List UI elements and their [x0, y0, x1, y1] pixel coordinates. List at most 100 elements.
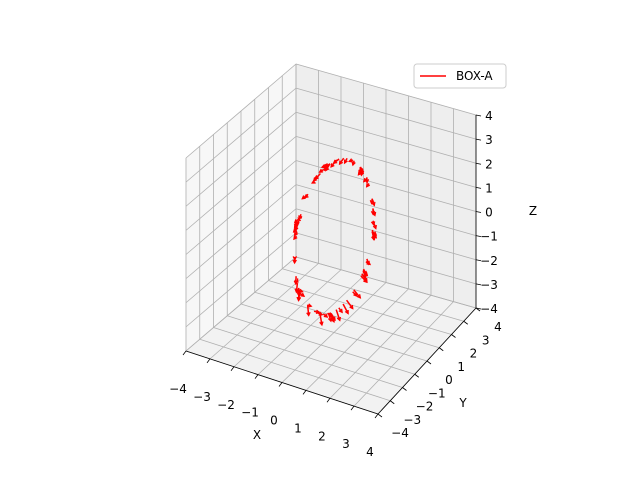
x-tick	[254, 374, 259, 379]
arrow-shaft	[330, 159, 338, 168]
arrow-head	[369, 199, 375, 205]
z-tick-label: −2	[480, 254, 498, 268]
quiver-arrow	[303, 193, 309, 199]
arrow-shaft	[297, 290, 301, 301]
z-tick-label: 2	[485, 157, 493, 171]
z-tick-label: 1	[485, 181, 493, 195]
z-tick-label: 3	[485, 133, 493, 147]
quiver-arrow	[348, 158, 354, 163]
arrow-shaft	[313, 173, 321, 182]
arrow-head	[318, 168, 324, 173]
quiver-arrow	[322, 313, 329, 318]
y-tick-label: −4	[391, 426, 409, 440]
arrow-head	[293, 235, 298, 241]
arrow-head	[371, 211, 377, 217]
arrow-head	[296, 296, 302, 302]
arrow-shaft	[361, 273, 368, 282]
z-tick	[475, 186, 482, 189]
z-tick	[475, 259, 482, 262]
grid-line	[295, 135, 477, 188]
arrow-head	[293, 231, 299, 237]
quiver-arrow	[338, 307, 343, 314]
z-tick	[475, 235, 482, 238]
arrow-head	[315, 309, 321, 315]
x-tick-label: −2	[217, 398, 235, 412]
quiver-arrow	[292, 227, 299, 233]
axis-panes	[184, 62, 477, 415]
quiver-arrow	[362, 177, 368, 183]
arrow-head	[318, 311, 324, 316]
z-tick-label: −4	[480, 302, 498, 316]
legend-box	[413, 63, 507, 89]
arrow-head	[338, 308, 343, 314]
quiver-arrow	[345, 299, 354, 310]
quiver-arrow	[338, 157, 345, 166]
quiver-arrow	[323, 163, 329, 168]
grid-line	[282, 268, 464, 322]
z-axis-label: Z	[529, 204, 537, 218]
quiver-arrow	[296, 290, 302, 302]
y-tick	[414, 373, 419, 378]
x-tick	[326, 398, 331, 403]
y-tick	[439, 347, 444, 352]
y-axis-label: Y	[458, 396, 467, 410]
arrow-head	[343, 159, 348, 165]
y-tick-label: −2	[416, 400, 434, 414]
arrow-head	[330, 163, 335, 168]
grid-line	[185, 160, 297, 255]
x-tick	[350, 405, 355, 411]
grid-line	[295, 111, 477, 164]
x-tick	[230, 366, 235, 371]
arrow-head	[363, 271, 369, 277]
y-tick-label: 2	[470, 347, 478, 361]
x-tick-label: 0	[270, 414, 278, 428]
arrow-head	[372, 234, 378, 239]
arrow-head	[292, 259, 297, 265]
x-tick-label: 1	[294, 421, 302, 435]
arrow-head	[293, 223, 299, 229]
quiver-arrow	[370, 221, 376, 227]
x-tick	[302, 390, 307, 395]
grid-line	[353, 301, 454, 407]
legend-label: BOX-A	[456, 69, 493, 83]
grid-line	[305, 288, 409, 391]
quiver-arrow	[343, 157, 348, 165]
quiver-arrow	[293, 276, 299, 286]
x-tick	[206, 358, 211, 364]
arrow-head	[319, 321, 324, 327]
x-tick	[278, 382, 283, 387]
y-tick	[390, 400, 395, 405]
arrow-head	[312, 177, 318, 182]
grid-line	[185, 63, 297, 159]
y-tick-label: −3	[403, 413, 421, 427]
y-tick	[377, 413, 383, 418]
arrow-shaft	[306, 305, 310, 316]
arrow-head	[323, 163, 328, 168]
grid-line	[240, 303, 428, 362]
grid-line	[185, 87, 297, 183]
arrow-head	[351, 161, 356, 167]
arrow-shaft	[353, 289, 361, 299]
arrow-shaft	[293, 219, 301, 228]
arrow-head	[338, 160, 344, 166]
x-tick	[182, 350, 187, 356]
quiver-arrow	[335, 309, 342, 322]
z-tick	[475, 307, 482, 310]
arrow-head	[303, 193, 309, 199]
quiver-arrow	[293, 219, 301, 229]
arrow-head	[300, 292, 306, 298]
y-tick	[426, 360, 432, 365]
z-tick	[475, 283, 482, 286]
arrow-head	[320, 164, 326, 169]
z-tick	[475, 114, 482, 117]
x-axis-label: X	[253, 428, 261, 442]
x-tick-label: 2	[318, 429, 326, 443]
quiver-arrow	[358, 166, 363, 175]
y-tick-label: −1	[428, 386, 446, 400]
arrow-head	[336, 316, 342, 322]
arrow-head	[365, 183, 371, 188]
arrow-head	[307, 303, 313, 308]
arrow-head	[365, 260, 370, 266]
